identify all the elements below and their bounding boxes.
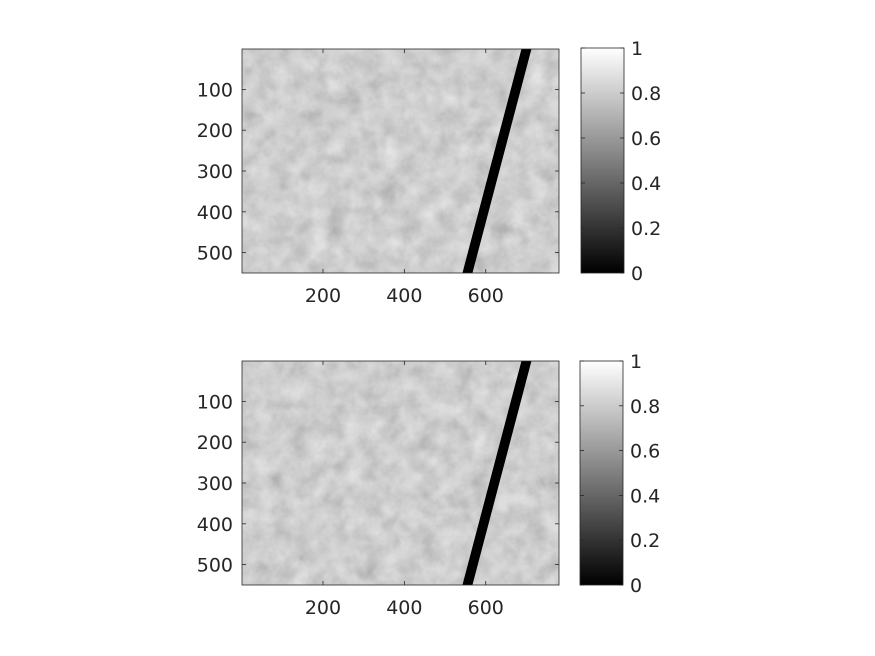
y-tick-label: 400 — [197, 514, 233, 536]
y-tick-label: 300 — [197, 473, 233, 495]
colorbar-tick-label: 0.6 — [630, 441, 660, 463]
colorbar: 0 0.2 0.4 0.6 0.8 1 — [579, 351, 660, 597]
image-panel-2: 200 400 600 100 200 300 400 500 0 0.2 0.4 0.6 0.8 1 — [197, 351, 660, 619]
dark-stripe — [462, 361, 532, 585]
x-tick-label: 600 — [468, 285, 504, 307]
colorbar-tick-label: 0 — [630, 575, 642, 597]
y-tick-label: 100 — [197, 79, 233, 101]
colorbar-tick-label: 0.2 — [630, 530, 660, 552]
y-tick-label: 200 — [197, 120, 233, 142]
x-tick-label: 200 — [305, 285, 341, 307]
colorbar-tick-label: 0.4 — [631, 173, 661, 195]
colorbar-frame — [579, 360, 624, 586]
colorbar-tick-label: 0 — [631, 263, 643, 285]
y-tick-label: 300 — [197, 161, 233, 183]
x-tick-label: 400 — [386, 285, 422, 307]
y-tick-label: 500 — [197, 555, 233, 577]
image-texture — [242, 49, 559, 273]
dark-stripe — [462, 49, 532, 273]
colorbar-tick-label: 0.6 — [631, 128, 661, 150]
y-tick-label: 100 — [197, 391, 233, 413]
colorbar-tick-label: 0.2 — [631, 218, 661, 240]
x-tick-label: 600 — [468, 597, 504, 619]
colorbar-tick-label: 1 — [630, 351, 642, 373]
colorbar-gradient — [580, 361, 623, 585]
y-tick-label: 500 — [197, 243, 233, 265]
colorbar-gradient — [581, 48, 624, 273]
colorbar-frame — [580, 47, 625, 274]
colorbar-tick-label: 0.8 — [630, 396, 660, 418]
axes-frame — [241, 360, 560, 586]
y-tick-label: 200 — [197, 432, 233, 454]
colorbar: 0 0.2 0.4 0.6 0.8 1 — [580, 38, 661, 285]
image-panel-1: 200 400 600 100 200 300 400 500 0 0.2 0.4 0.6 0.8 1 — [197, 38, 661, 307]
colorbar-tick-label: 0.4 — [630, 485, 660, 507]
x-tick-label: 400 — [386, 597, 422, 619]
image-texture — [242, 361, 559, 585]
colorbar-tick-label: 0.8 — [631, 83, 661, 105]
y-tick-label: 400 — [197, 202, 233, 224]
x-tick-label: 200 — [305, 597, 341, 619]
colorbar-tick-label: 1 — [631, 38, 643, 60]
axes-frame — [241, 48, 560, 274]
